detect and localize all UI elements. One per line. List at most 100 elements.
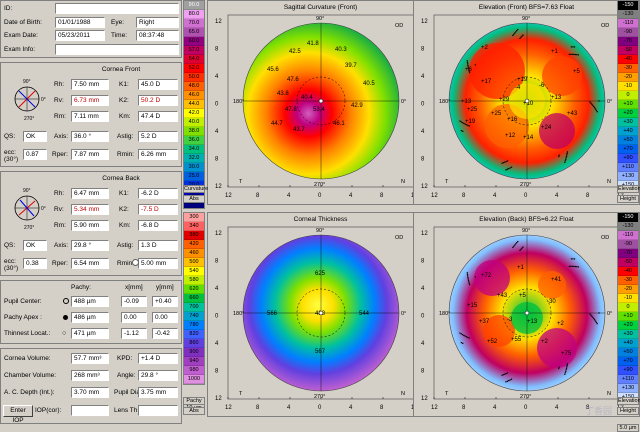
scale-cell: 860	[184, 339, 204, 348]
map-value: +2	[557, 321, 565, 327]
map-axis-label: OD	[601, 235, 609, 241]
map-window-sag[interactable]: Sagittal Curvature (Front) 12 12 8 8 4 4 0 0 4 4 8 8…	[207, 0, 434, 205]
scale-cell: -130	[618, 222, 638, 231]
scale-cell: +90	[618, 366, 638, 375]
map-window-elevF[interactable]: Elevation (Front) BFS=7.63 Float 12 12 8 8 4 4…	[413, 0, 640, 205]
scale-cell: 57.0	[184, 46, 204, 55]
y-tick-label: 8	[421, 369, 425, 375]
scale-cell: +90	[618, 154, 638, 163]
map-value: +13	[527, 319, 538, 325]
id-field[interactable]	[55, 3, 179, 14]
thinnest-locat-x: -1.12	[121, 328, 147, 339]
scale-cell: 380	[184, 231, 204, 240]
back-km-field: -6.8 D	[138, 220, 178, 231]
front-rm-field: 7.11 mm	[71, 111, 109, 122]
x-tick-label: 0	[524, 193, 528, 199]
map-canvas-sag[interactable]: 12128844004488121290°270°0°180°TNOD41.84…	[208, 1, 435, 206]
x-tick-label: 8	[256, 405, 260, 411]
scale-cell: 40.0	[184, 118, 204, 127]
time-field[interactable]: 08:37:48	[136, 30, 179, 41]
id-label: ID:	[4, 5, 13, 12]
map-value: +13	[551, 95, 562, 101]
scale-mode[interactable]: Height	[617, 195, 639, 203]
scale-mode[interactable]: Height	[617, 407, 639, 415]
map-value: +15	[467, 303, 478, 309]
scale-mode[interactable]: Abs	[183, 407, 205, 415]
map-title: Elevation (Front) BFS=7.63 Float	[478, 4, 575, 11]
scale-cell: 0	[618, 303, 638, 312]
x-tick-label: 12	[431, 193, 438, 199]
front-qs-label: QS:	[4, 133, 16, 140]
map-value: +29	[499, 97, 510, 103]
back-k2-field: -7.5 D	[138, 204, 178, 215]
scale-cell: 980	[184, 366, 204, 375]
scale-name: Curvature	[183, 185, 209, 193]
back-k2-label: K2:	[119, 206, 129, 213]
back-axis-label: Axis:	[54, 242, 69, 249]
x-tick-label: 4	[555, 193, 559, 199]
y-tick-label: 0	[421, 102, 425, 108]
map-axis-label: 180°	[439, 99, 450, 105]
exam-info-field[interactable]	[55, 44, 179, 55]
rmin-radio[interactable]	[132, 259, 139, 266]
x-tick-label: 4	[493, 405, 497, 411]
exam-date-field[interactable]: 05/23/2011	[55, 30, 105, 41]
map-canvas-thick[interactable]: 12128844004488121290°270°0°180°TNOD62556…	[208, 213, 435, 418]
back-rper-field: 6.54 mm	[71, 258, 109, 269]
map-axis-label: N	[607, 179, 611, 185]
scale-cell: 54.0	[184, 55, 204, 64]
thinnest-locat-y: -0.42	[152, 328, 178, 339]
map-axis-label: 90°	[316, 16, 324, 22]
map-axis-label: N	[607, 391, 611, 397]
map-window-elevB[interactable]: Elevation (Back) BFS=6.22 Float 12 12 8 8 4 4 0…	[413, 212, 640, 417]
chamber-volume-label: Chamber Volume:	[4, 372, 57, 379]
scale-name: Elevation	[617, 397, 640, 405]
pachy-apex-x: 0.00	[121, 312, 147, 323]
scale-mode[interactable]: Abs	[183, 195, 205, 203]
dob-field[interactable]: 01/01/1988	[55, 17, 105, 28]
lens-th-field[interactable]	[138, 405, 178, 416]
y-tick-label: 12	[421, 396, 428, 402]
scale-cell: 900	[184, 348, 204, 357]
y-tick-label: 12	[421, 231, 428, 237]
map-value: +24	[541, 125, 552, 131]
map-value: 43.7	[293, 127, 305, 133]
map-canvas-elevF[interactable]: 12128844004488121290°270°0°180°TNOD+2+1+…	[414, 1, 640, 206]
map-canvas-elevB[interactable]: 12128844004488121290°270°0°180°TNOD+72+1…	[414, 213, 640, 418]
map-axis-label: 180°	[233, 99, 244, 105]
scale-cell: 38.0	[184, 127, 204, 136]
x-tick-label: 12	[225, 405, 232, 411]
pupil-dia-field: 3.75 mm	[138, 387, 178, 398]
map-window-thick[interactable]: Corneal Thickness12128844004488121290°27…	[207, 212, 434, 417]
scale-cell: 420	[184, 240, 204, 249]
front-k1-label: K1:	[119, 81, 129, 88]
map-axis-label: 270°	[314, 394, 325, 400]
eye-field[interactable]: Right	[136, 17, 179, 28]
front-astig-label: Astig:	[117, 133, 134, 140]
map-value: 40.3	[335, 47, 347, 53]
x-tick-label: 4	[287, 193, 291, 199]
cornea-back-title: Cornea Back	[102, 175, 140, 182]
enter-iop-button[interactable]: Enter IOP	[3, 405, 33, 424]
thinnest-locat-pachy: 471 µm	[71, 328, 109, 339]
scale-cell: -90	[618, 28, 638, 37]
cornea-front-panel: Cornea Front 90° 0° 270° Rh: 7.50 mm K1:…	[0, 62, 182, 167]
exam-info-label: Exam Info:	[4, 46, 36, 53]
map-axis-label: 0°	[401, 311, 406, 317]
scale-cell: 70.0	[184, 19, 204, 28]
y-tick-label: 8	[215, 259, 219, 265]
color-scale-elevB[interactable]: -150 -130 -110 -90 -70 -50 -40 -30 -20 -10 0 +10 +20…	[617, 212, 639, 403]
map-value: 42.9	[351, 103, 363, 109]
cornea-front-title: Cornea Front	[101, 66, 141, 73]
color-scale-sag[interactable]: 90.0 80.0 70.0 65.0 60.0 57.0 54.0 52.0 50.0 48.0…	[183, 0, 205, 209]
scale-cell: +130	[618, 384, 638, 393]
map-value: +72	[481, 273, 492, 279]
map-value: +43	[567, 111, 578, 117]
y-tick-label: 8	[215, 157, 219, 163]
front-axis-0: 0°	[41, 97, 46, 103]
iop-cor-field[interactable]	[71, 405, 109, 416]
front-rper-field: 7.87 mm	[71, 149, 109, 160]
color-scale-thick[interactable]: 300 340 380 420 460 500 540 580 620 660 700 740 780 8…	[183, 212, 205, 385]
color-scale-elevF[interactable]: -150 -130 -110 -90 -70 -50 -40 -30 -20 -10 0 +10 +20…	[617, 0, 639, 191]
scale-cell: -130	[618, 10, 638, 19]
